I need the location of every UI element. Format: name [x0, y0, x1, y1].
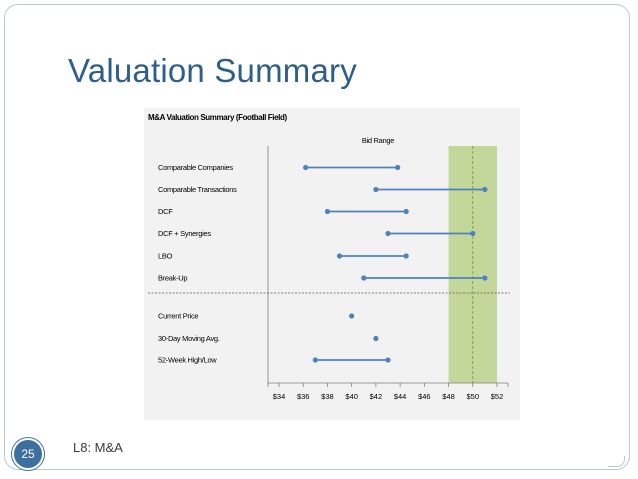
- row-label: LBO: [158, 252, 173, 261]
- row-label: Break-Up: [158, 274, 187, 283]
- row-label: 30-Day Moving Avg.: [158, 334, 220, 343]
- x-tick-label: $38: [321, 392, 334, 401]
- range-low-point: [312, 357, 318, 363]
- chart-title: M&A Valuation Summary (Football Field): [148, 113, 287, 122]
- range-low-point: [361, 275, 367, 281]
- row-label: DCF: [158, 207, 173, 216]
- chart-subtitle: Bid Range: [362, 136, 394, 145]
- row-label: Comparable Transactions: [158, 185, 237, 194]
- corner-decoration: [608, 456, 625, 467]
- range-high-point: [482, 275, 488, 281]
- x-tick-label: $52: [491, 392, 504, 401]
- range-high-point: [482, 186, 488, 193]
- x-tick-label: $48: [442, 392, 455, 401]
- range-low-point: [336, 253, 343, 259]
- range-high-point: [470, 230, 476, 237]
- x-tick-label: $46: [418, 392, 431, 401]
- range-high-point: [403, 208, 409, 215]
- x-tick-label: $50: [467, 392, 480, 401]
- range-low-point: [385, 230, 391, 237]
- slide-title: Valuation Summary: [68, 52, 357, 89]
- page-number-badge: 25: [12, 438, 44, 470]
- row-label: DCF + Synergies: [158, 229, 211, 238]
- x-tick-label: $36: [297, 392, 310, 401]
- chart-canvas: M&A Valuation Summary (Football Field) B…: [148, 113, 510, 401]
- range-high-point: [395, 164, 401, 171]
- x-tick-label: $40: [345, 392, 358, 401]
- value-point: [349, 313, 355, 319]
- value-point: [373, 335, 379, 342]
- x-tick-label: $42: [370, 392, 383, 401]
- footer-label: L8: M&A: [73, 440, 123, 455]
- range-high-point: [385, 357, 391, 363]
- range-high-point: [403, 253, 409, 259]
- range-low-point: [373, 186, 379, 193]
- x-tick-label: $34: [273, 392, 286, 401]
- x-tick-label: $44: [394, 392, 407, 401]
- row-label: Current Price: [158, 312, 198, 321]
- row-label: Comparable Companies: [158, 163, 233, 172]
- football-field-chart: M&A Valuation Summary (Football Field) B…: [144, 108, 520, 420]
- range-low-point: [303, 164, 309, 171]
- range-low-point: [324, 208, 331, 215]
- row-label: 52-Week High/Low: [158, 356, 217, 365]
